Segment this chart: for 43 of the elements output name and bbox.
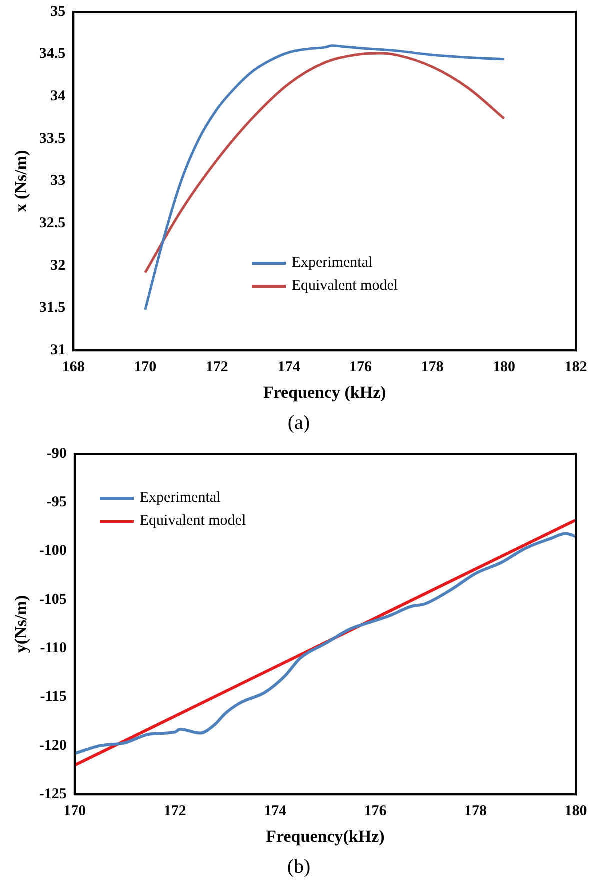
legend-label: Experimental — [140, 490, 221, 507]
y-tick-label: -100 — [39, 543, 67, 560]
text: (a) — [286, 411, 312, 436]
x-axis-title: Frequency (kHz) — [263, 383, 386, 402]
y-tick-label: 35 — [50, 4, 66, 20]
x-tick-label: 174 — [264, 803, 288, 820]
x-axis-title: Frequency(kHz) — [266, 827, 385, 846]
x-tick-label: 180 — [564, 803, 588, 820]
y-tick-label: 32.5 — [39, 216, 66, 232]
x-tick-label: 168 — [62, 359, 85, 376]
x-tick-label: 170 — [64, 803, 86, 820]
x-tick-label: 176 — [349, 359, 372, 376]
x-tick-label: 178 — [464, 803, 488, 820]
y-tick-label: 33.5 — [39, 130, 66, 147]
y-tick-label: -105 — [39, 592, 67, 608]
x-tick-label: 172 — [206, 359, 228, 376]
y-axis-title: x (Ns/m) — [12, 150, 31, 212]
legend-label: Equivalent model — [140, 513, 246, 530]
y-tick-label: 31 — [50, 342, 66, 358]
y-tick-label: -120 — [39, 738, 67, 754]
text: (b) — [286, 855, 312, 880]
y-tick-label: -95 — [46, 494, 67, 511]
y-tick-label: 31.5 — [39, 300, 66, 316]
y-axis-title: y(Ns/m) — [12, 595, 31, 654]
x-tick-label: 172 — [164, 803, 186, 820]
y-tick-label: 33 — [50, 173, 66, 190]
line-series — [144, 44, 506, 312]
legend-label: Equivalent model — [292, 278, 398, 296]
x-tick-label: 180 — [492, 359, 516, 376]
x-tick-label: 174 — [278, 359, 301, 376]
line-series — [144, 52, 506, 274]
x-tick-label: 170 — [134, 359, 157, 376]
y-tick-label: -90 — [46, 446, 67, 462]
x-tick-label: 178 — [421, 359, 444, 376]
y-tick-label: -125 — [39, 786, 67, 802]
x-tick-label: 176 — [364, 803, 388, 820]
x-tick-label: 182 — [564, 359, 588, 376]
y-tick-label: 34 — [50, 88, 66, 105]
y-tick-label: 32 — [50, 258, 66, 274]
y-tick-label: -110 — [40, 640, 67, 657]
y-tick-label: -115 — [40, 689, 67, 706]
y-tick-label: 34.5 — [39, 46, 66, 62]
legend-label: Experimental — [292, 255, 373, 272]
